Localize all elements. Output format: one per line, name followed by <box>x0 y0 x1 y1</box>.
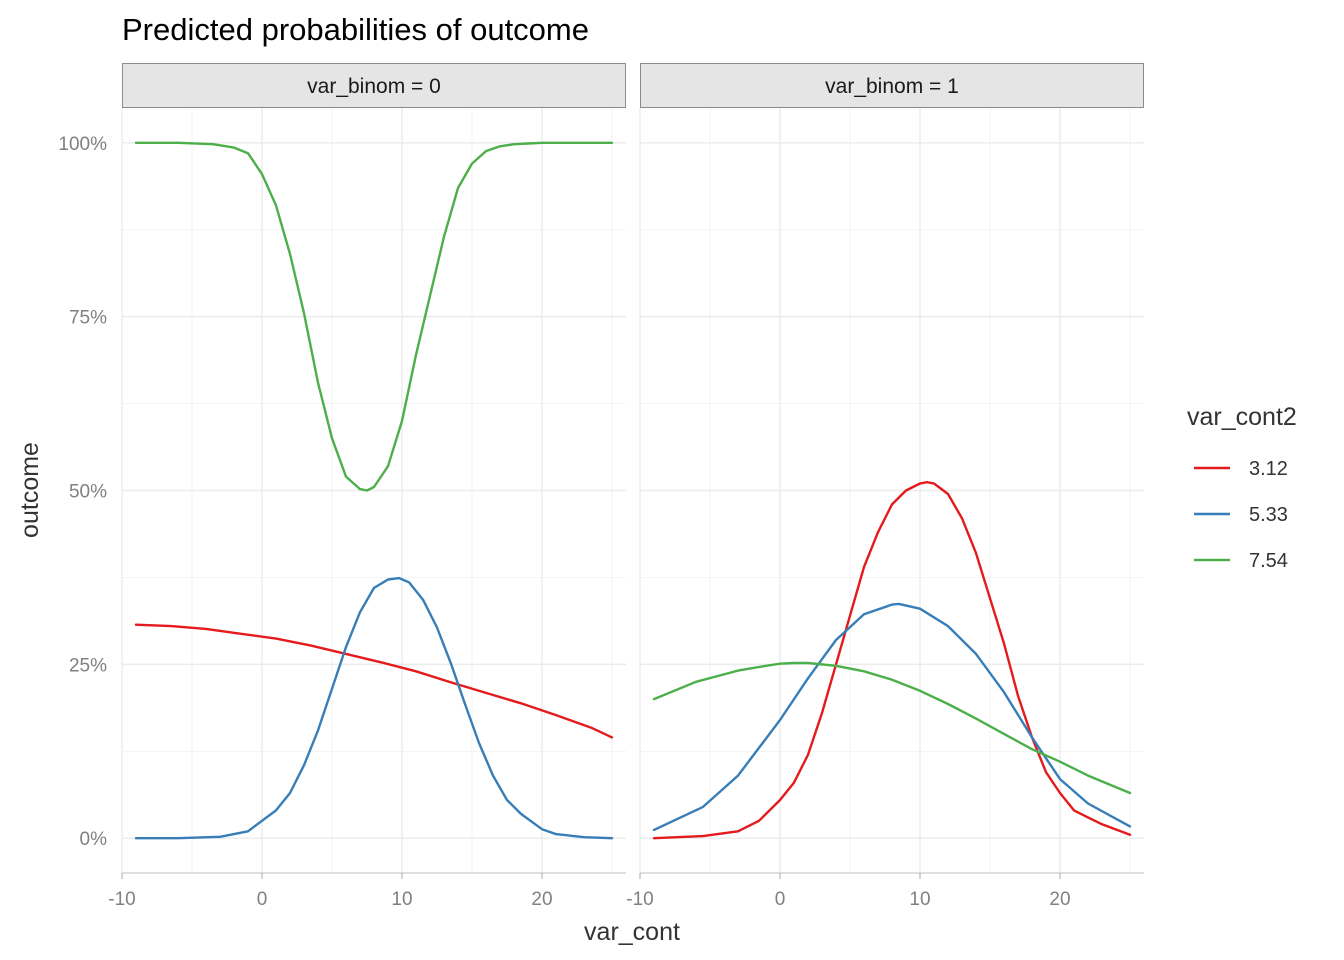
legend: var_cont2 3.12 5.33 7.54 <box>1187 403 1297 572</box>
series-panel-1 <box>652 481 1132 840</box>
x-axis-panel-0: -10 0 10 20 <box>108 872 626 910</box>
x-tick-label: -10 <box>626 889 653 910</box>
x-tick-label: 0 <box>775 889 786 910</box>
gridlines-panel-1 <box>639 108 1144 873</box>
y-axis: 0% 25% 50% 75% 100% <box>58 134 107 850</box>
x-tick-label: 0 <box>257 889 268 910</box>
strip-background-panel-0 <box>122 63 626 108</box>
y-tick-label: 75% <box>69 308 107 329</box>
legend-label: 5.33 <box>1249 504 1288 526</box>
y-tick-label: 0% <box>80 829 108 850</box>
series-line-5-33 <box>652 602 1132 832</box>
chart-title: Predicted probabilities of outcome <box>122 12 589 47</box>
x-tick-label: 20 <box>1049 889 1070 910</box>
series-line-7-54 <box>652 661 1132 795</box>
series-line-7-54 <box>134 141 614 492</box>
x-axis-panel-1: -10 0 10 20 <box>626 872 1144 910</box>
gridlines-panel-0 <box>121 108 626 873</box>
x-axis-title: var_cont <box>584 918 680 946</box>
y-tick-label: 100% <box>58 134 107 155</box>
panel-var-binom-1: var_binom = 1 -10 0 10 20 <box>626 63 1144 910</box>
strip-label-panel-1: var_binom = 1 <box>825 75 959 98</box>
x-tick-label: 20 <box>531 889 552 910</box>
panel-var-binom-0: var_binom = 0 -10 0 10 20 <box>108 63 626 910</box>
y-tick-label: 50% <box>69 482 107 503</box>
strip-label-panel-0: var_binom = 0 <box>307 75 441 98</box>
x-tick-label: 10 <box>391 889 412 910</box>
series-panel-0 <box>134 141 614 840</box>
legend-label: 3.12 <box>1249 458 1288 480</box>
series-line-3-12 <box>134 623 614 739</box>
x-tick-label: 10 <box>909 889 930 910</box>
legend-label: 7.54 <box>1249 550 1288 572</box>
y-tick-label: 25% <box>69 655 107 676</box>
legend-title: var_cont2 <box>1187 403 1297 431</box>
legend-entries: 3.12 5.33 7.54 <box>1194 458 1288 572</box>
strip-background-panel-1 <box>640 63 1144 108</box>
series-line-3-12 <box>652 481 1132 840</box>
x-tick-label: -10 <box>108 889 135 910</box>
series-line-5-33 <box>134 576 614 840</box>
y-axis-title: outcome <box>16 442 44 538</box>
